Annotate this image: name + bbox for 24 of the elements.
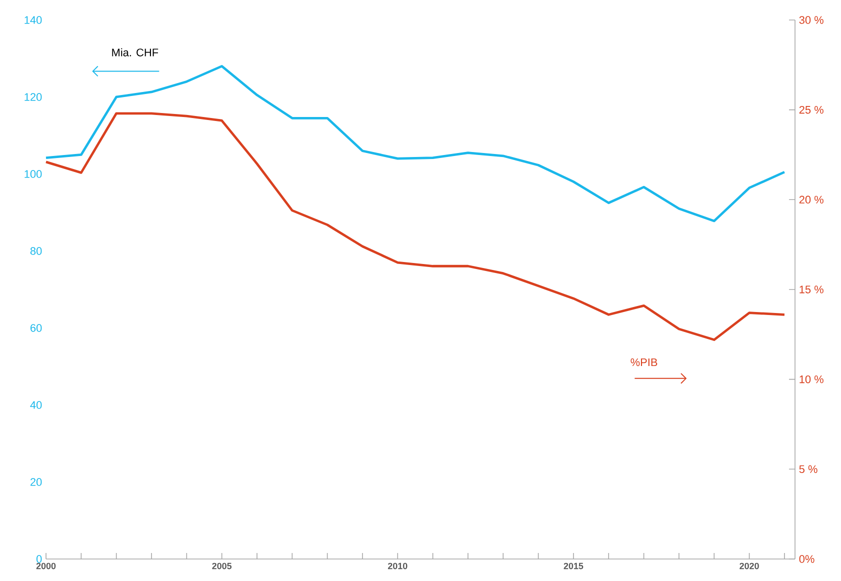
y2-tick-label: 20 % <box>799 196 824 204</box>
text: Mia. CHF <box>112 48 158 56</box>
x-tick-label: 2015 <box>564 562 584 570</box>
y-tick-label: 40 <box>30 401 42 409</box>
y-tick-label: 80 <box>30 247 42 255</box>
line-series <box>44 64 786 222</box>
text: %PIB <box>630 358 658 366</box>
y-tick-label: 140 <box>24 16 42 24</box>
y2-tick-label: 0% <box>799 555 814 563</box>
y-tick-label: 120 <box>24 93 42 101</box>
x-tick-label: 2010 <box>388 562 408 570</box>
x-tick-label: 2020 <box>740 562 759 570</box>
y-tick-label: 0 <box>36 555 42 563</box>
y2-tick-label: 5 % <box>799 465 818 474</box>
x-tick-label: 2000 <box>36 562 56 570</box>
y2-tick-label: 25 % <box>799 106 824 114</box>
y-tick-label: 60 <box>30 324 42 332</box>
y-tick-label: 20 <box>30 478 42 486</box>
y2-tick-label: 30 % <box>799 16 824 24</box>
y2-tick-label: 15 % <box>800 286 824 294</box>
line-series <box>44 112 786 341</box>
x-tick-label: 2005 <box>212 562 232 570</box>
y2-tick-label: 10 % <box>800 375 824 384</box>
y-tick-label: 100 <box>24 170 42 178</box>
